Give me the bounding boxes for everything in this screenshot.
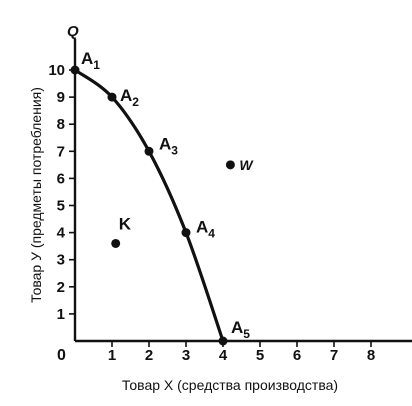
- y-tick-label: 8: [57, 116, 65, 133]
- y-tick-label: 2: [57, 279, 65, 296]
- y-tick-label: 4: [57, 225, 66, 242]
- curve-point-subscript: 1: [93, 58, 100, 72]
- x-axis-title: Товар X (средства производства): [122, 377, 338, 393]
- tick-marks: [69, 69, 372, 347]
- curve-point-subscript: 2: [132, 95, 139, 109]
- y-tick-label: 3: [57, 252, 65, 269]
- extra-point: [225, 160, 235, 170]
- curve-point-label: A2: [120, 86, 139, 109]
- y-axis-name: Q: [67, 23, 79, 40]
- x-tick-label: 4: [219, 347, 228, 364]
- curve-points: [70, 65, 228, 346]
- origin-label: 0: [57, 347, 66, 364]
- extra-point-label: W: [239, 157, 254, 173]
- curve-point-label: A3: [159, 134, 178, 157]
- extra-point-label: K: [119, 214, 132, 233]
- y-tick-label: 10: [48, 62, 65, 79]
- y-tick-label: 7: [57, 143, 65, 160]
- curve-point: [107, 92, 117, 102]
- x-tick-label: 2: [145, 347, 153, 364]
- extra-points: KW: [111, 157, 254, 248]
- curve-point-label: A1: [81, 49, 100, 72]
- x-tick-label: 3: [182, 347, 190, 364]
- tick-labels: 1 2 3 4 5 6 7 8 1 2 3 4 5 6 7 8 9 10: [48, 62, 375, 364]
- y-axis-title: Товар У (предметы потребления): [28, 87, 44, 303]
- y-tick-label: 9: [57, 89, 65, 106]
- curve-point: [70, 65, 80, 75]
- ppf-curve: [73, 68, 225, 343]
- curve-point-label: A4: [196, 218, 215, 241]
- x-tick-label: 8: [367, 347, 375, 364]
- extra-point: [111, 238, 121, 248]
- y-tick-label: 1: [57, 306, 65, 323]
- curve-point-subscript: 3: [171, 143, 178, 157]
- x-tick-label: 6: [293, 347, 301, 364]
- curve-point: [218, 336, 228, 346]
- y-tick-label: 6: [57, 170, 65, 187]
- curve-point-subscript: 5: [243, 327, 250, 341]
- x-tick-label: 5: [256, 347, 264, 364]
- y-tick-label: 5: [57, 198, 65, 215]
- x-tick-label: 7: [330, 347, 338, 364]
- curve-point: [144, 146, 154, 156]
- curve-point-label: A5: [231, 318, 250, 341]
- x-tick-label: 1: [108, 347, 116, 364]
- curve-point-subscript: 4: [208, 227, 215, 241]
- axes: [73, 38, 412, 343]
- curve-point: [181, 228, 191, 238]
